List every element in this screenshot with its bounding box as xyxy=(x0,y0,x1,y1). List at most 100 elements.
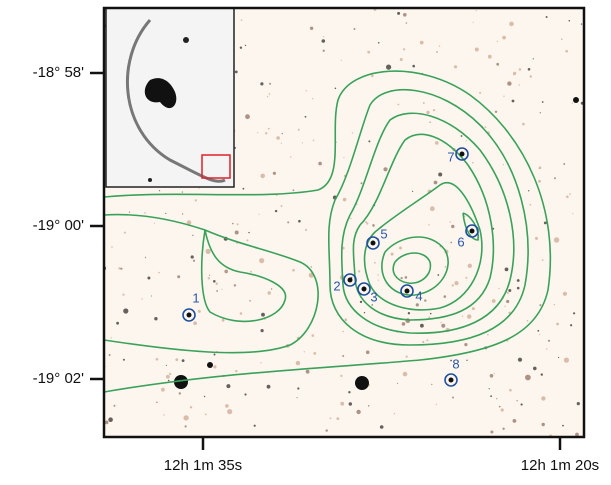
star xyxy=(190,406,192,408)
star xyxy=(227,409,232,414)
star xyxy=(525,375,531,381)
star xyxy=(350,218,351,219)
star xyxy=(408,312,410,314)
star xyxy=(399,247,402,250)
star xyxy=(499,406,501,408)
star xyxy=(464,343,467,346)
star xyxy=(554,237,559,242)
star xyxy=(268,128,270,130)
star xyxy=(244,393,246,395)
star xyxy=(401,277,403,279)
star xyxy=(452,397,454,399)
star xyxy=(475,48,479,52)
star xyxy=(225,270,227,272)
y-tick-label: -18° 58' xyxy=(33,64,85,81)
star xyxy=(275,210,277,212)
star xyxy=(426,339,428,341)
star xyxy=(377,274,378,275)
star xyxy=(454,281,458,285)
star xyxy=(235,71,238,74)
star xyxy=(561,39,562,40)
star xyxy=(116,322,119,325)
source-label: 7 xyxy=(447,149,454,164)
star xyxy=(343,198,347,202)
star xyxy=(111,246,113,248)
star xyxy=(273,172,276,175)
star xyxy=(502,428,504,430)
star xyxy=(386,65,391,70)
source-label: 3 xyxy=(370,289,377,304)
star xyxy=(435,141,439,145)
star xyxy=(527,320,529,322)
star xyxy=(269,83,271,85)
star xyxy=(546,348,547,349)
star xyxy=(488,55,492,59)
star xyxy=(538,180,541,183)
x-tick-label: 12h 1m 20s xyxy=(521,457,599,474)
star xyxy=(312,98,313,99)
star xyxy=(193,321,197,325)
star xyxy=(182,191,183,192)
star xyxy=(141,298,142,299)
star xyxy=(454,65,457,68)
star xyxy=(429,122,430,123)
source-label: 2 xyxy=(333,278,340,293)
star xyxy=(306,90,307,91)
star xyxy=(147,277,150,280)
star xyxy=(182,359,185,362)
star xyxy=(402,322,406,326)
star xyxy=(281,205,283,207)
star xyxy=(497,41,498,42)
star xyxy=(232,223,234,225)
star xyxy=(490,395,492,397)
star xyxy=(412,65,415,68)
star xyxy=(267,96,268,97)
star xyxy=(168,380,170,382)
star xyxy=(243,188,245,190)
source-label: 8 xyxy=(452,356,459,371)
star xyxy=(428,224,429,225)
star xyxy=(372,224,375,227)
star xyxy=(556,323,559,326)
star xyxy=(431,384,432,385)
star xyxy=(345,318,348,321)
star xyxy=(451,225,454,228)
star xyxy=(466,140,467,141)
star xyxy=(422,341,424,343)
source-label: 4 xyxy=(415,288,422,303)
star xyxy=(225,404,229,408)
star xyxy=(420,41,424,45)
star xyxy=(548,340,550,342)
star xyxy=(544,222,547,225)
star xyxy=(340,375,342,377)
star xyxy=(528,190,529,191)
star xyxy=(158,272,160,274)
star xyxy=(260,362,261,363)
star xyxy=(318,162,322,166)
source-label: 6 xyxy=(457,234,464,249)
star xyxy=(177,275,180,278)
star xyxy=(371,75,374,78)
star xyxy=(494,373,495,374)
source-dot xyxy=(460,152,465,157)
star xyxy=(423,102,424,103)
star xyxy=(503,164,504,165)
star xyxy=(426,111,429,114)
star xyxy=(476,10,477,11)
star xyxy=(257,132,258,133)
inset xyxy=(106,8,234,187)
star xyxy=(473,22,474,23)
star xyxy=(472,162,473,163)
star xyxy=(528,68,531,71)
star xyxy=(403,372,408,377)
star xyxy=(496,63,499,66)
star xyxy=(533,58,534,59)
star xyxy=(502,36,506,40)
star xyxy=(159,190,160,191)
star xyxy=(539,334,540,335)
source-dot xyxy=(371,241,376,246)
star xyxy=(535,237,538,240)
star xyxy=(378,280,379,281)
star xyxy=(508,289,511,292)
star xyxy=(259,258,264,263)
